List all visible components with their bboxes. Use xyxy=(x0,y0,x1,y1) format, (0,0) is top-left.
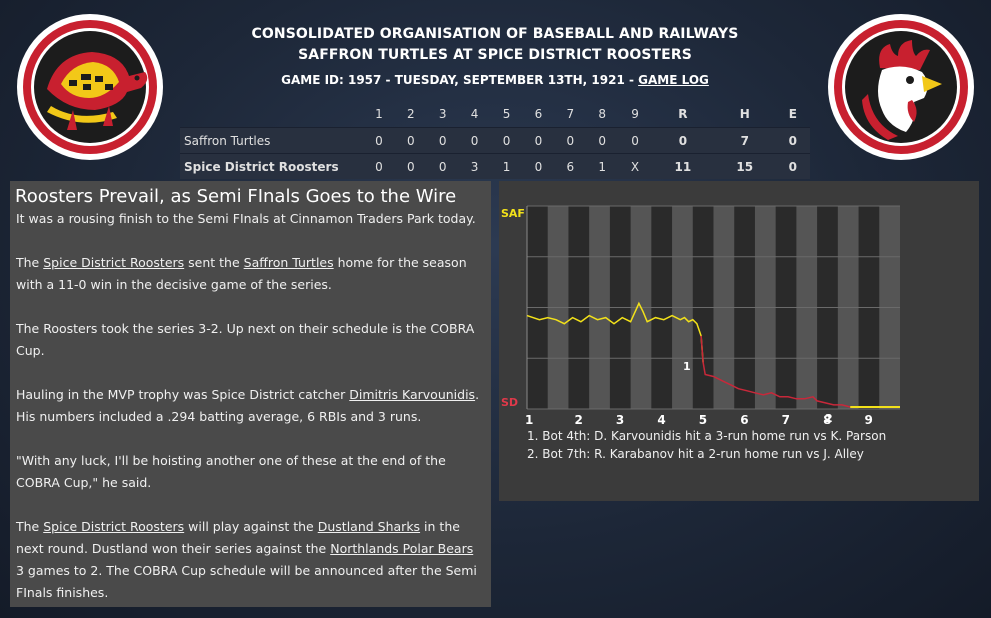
game-log-link[interactable]: GAME LOG xyxy=(638,73,709,87)
inning-score: 3 xyxy=(458,153,491,179)
spice-district-roosters-logo[interactable] xyxy=(828,14,974,160)
inning-score: 0 xyxy=(426,127,459,154)
team-link-turtles[interactable]: Saffron Turtles xyxy=(243,255,334,270)
win-probability-svg: 1 2 3 4 5 6 7 8 9 SAF SD 1 2 xyxy=(501,205,900,427)
inning-score: 0 xyxy=(394,127,427,154)
inning-score: X xyxy=(618,153,652,179)
chart-note: 1. Bot 4th: D. Karvounidis hit a 3-run h… xyxy=(527,429,887,443)
story-text: sent the xyxy=(184,255,244,270)
team-column-header xyxy=(180,101,363,128)
matchup-title: SAFFRON TURTLES AT SPICE DISTRICT ROOSTE… xyxy=(298,47,692,63)
inning-header: 5 xyxy=(502,107,511,121)
team-link-sharks[interactable]: Dustland Sharks xyxy=(317,519,421,534)
inning-score: 0 xyxy=(426,153,459,179)
x-tick-label: 7 xyxy=(782,413,790,427)
inning-header: 2 xyxy=(407,107,415,121)
team-link-roosters[interactable]: Spice District Roosters xyxy=(43,255,185,270)
hits-header: H xyxy=(739,107,750,121)
inning-header: 9 xyxy=(631,107,639,121)
story-text: 3 games to 2. The COBRA Cup schedule wil… xyxy=(16,563,477,600)
inning-score: 0 xyxy=(586,127,619,154)
team-link-roosters[interactable]: Spice District Roosters xyxy=(43,519,185,534)
inning-header: 3 xyxy=(438,107,447,121)
hits-total: 7 xyxy=(713,127,776,154)
x-tick-label: 1 xyxy=(525,413,533,427)
errors-total: 0 xyxy=(775,153,810,179)
story-text: The xyxy=(16,255,44,270)
table-row: Spice District Roosters 0 0 0 3 1 0 6 1 … xyxy=(180,153,810,179)
y-label-saf: SAF xyxy=(501,207,525,220)
story-text: . His numbers included a .294 batting av… xyxy=(16,387,480,424)
box-score-header-row: 1 2 3 4 5 6 7 8 9 R H E xyxy=(180,101,810,128)
runs-total: 0 xyxy=(651,127,714,154)
game-info-line: GAME ID: 1957 - TUESDAY, SEPTEMBER 13TH,… xyxy=(180,71,810,89)
story-text: The xyxy=(16,519,44,534)
story-paragraph: The Spice District Roosters sent the Saf… xyxy=(10,252,491,296)
inning-header: 4 xyxy=(470,107,479,121)
inning-score: 0 xyxy=(458,127,491,154)
game-info: GAME ID: 1957 - TUESDAY, SEPTEMBER 13TH,… xyxy=(281,73,639,87)
inning-score: 1 xyxy=(490,153,523,179)
inning-score: 0 xyxy=(554,127,587,154)
inning-header: 7 xyxy=(566,107,575,121)
story-paragraph: The Spice District Roosters will play ag… xyxy=(10,516,491,604)
x-tick-label: 4 xyxy=(657,413,665,427)
story-text: Hauling in the MVP trophy was Spice Dist… xyxy=(16,387,350,402)
player-link-karvounidis[interactable]: Dimitris Karvounidis xyxy=(349,387,476,402)
box-score-table: 1 2 3 4 5 6 7 8 9 R H E Saffron Turtles … xyxy=(180,101,810,179)
win-probability-chart: 1 2 3 4 5 6 7 8 9 SAF SD 1 2 1. Bot 4th: D. Karv… xyxy=(499,181,979,501)
inning-score: 0 xyxy=(363,153,395,179)
inning-header: 8 xyxy=(598,107,606,121)
errors-header: E xyxy=(788,107,797,121)
story-headline: Roosters Prevail, as Semi FInals Goes to… xyxy=(15,186,457,207)
errors-total: 0 xyxy=(775,127,810,154)
x-tick-label: 5 xyxy=(699,413,707,427)
inning-score: 0 xyxy=(618,127,652,154)
y-label-sd: SD xyxy=(501,396,518,409)
chart-marker-2[interactable]: 2 xyxy=(825,412,833,425)
game-story-panel: Roosters Prevail, as Semi FInals Goes to… xyxy=(10,181,491,607)
x-tick-label: 8 xyxy=(823,413,831,427)
hits-total: 15 xyxy=(713,153,776,179)
team-name-home[interactable]: Spice District Roosters xyxy=(180,153,363,179)
x-tick-label: 2 xyxy=(574,413,582,427)
table-row: Saffron Turtles 0 0 0 0 0 0 0 0 0 0 7 0 xyxy=(180,127,810,154)
inning-header: 6 xyxy=(534,107,543,121)
chart-notes: 1. Bot 4th: D. Karvounidis hit a 3-run h… xyxy=(527,427,886,463)
x-tick-label: 3 xyxy=(616,413,624,427)
inning-score: 0 xyxy=(363,127,395,154)
chart-marker-1[interactable]: 1 xyxy=(683,360,691,373)
story-text: in the next round. Dustland won their se… xyxy=(16,519,460,556)
league-name: CONSOLIDATED ORGANISATION OF BASEBALL AN… xyxy=(251,26,739,42)
inning-score: 0 xyxy=(394,153,427,179)
game-header: CONSOLIDATED ORGANISATION OF BASEBALL AN… xyxy=(180,24,810,89)
win-probability-line-saf xyxy=(526,301,704,363)
story-paragraph: It was a rousing finish to the Semi FIna… xyxy=(16,211,476,226)
inning-score: 0 xyxy=(522,127,555,154)
saffron-turtles-logo[interactable] xyxy=(17,14,163,160)
runs-header: R xyxy=(678,107,688,121)
story-text: will play against the xyxy=(184,519,318,534)
story-paragraph: "With any luck, I'll be hoisting another… xyxy=(16,453,446,490)
story-paragraph: Hauling in the MVP trophy was Spice Dist… xyxy=(10,384,491,428)
team-name-away[interactable]: Saffron Turtles xyxy=(180,127,363,154)
x-tick-label: 6 xyxy=(740,413,748,427)
inning-score: 0 xyxy=(522,153,555,179)
inning-score: 1 xyxy=(586,153,619,179)
team-link-polar-bears[interactable]: Northlands Polar Bears xyxy=(330,541,474,556)
x-tick-label: 9 xyxy=(865,413,873,427)
story-paragraph: The Roosters took the series 3-2. Up nex… xyxy=(16,321,475,358)
inning-header: 1 xyxy=(375,107,383,121)
runs-total: 11 xyxy=(651,153,714,179)
inning-score: 6 xyxy=(554,153,587,179)
story-text: home for the season with a 11-0 win in t… xyxy=(16,255,467,292)
chart-note: 2. Bot 7th: R. Karabanov hit a 2-run hom… xyxy=(527,447,864,461)
inning-score: 0 xyxy=(490,127,523,154)
